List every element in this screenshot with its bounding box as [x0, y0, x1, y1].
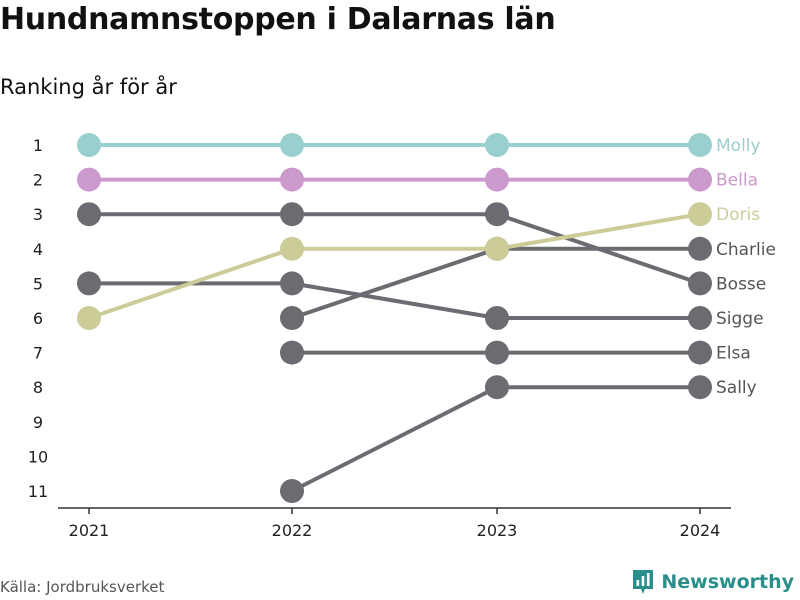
point-doris-2022	[280, 236, 304, 261]
y-tick-label: 4	[33, 240, 43, 259]
point-sigge-2024	[688, 306, 712, 330]
chart-title: Hundnamnstoppen i Dalarnas län	[0, 2, 556, 37]
point-molly-2024	[688, 133, 712, 157]
y-tick-label: 6	[33, 309, 43, 328]
end-label-sigge: Sigge	[716, 309, 764, 329]
point-charlie-2022	[280, 306, 304, 330]
point-elsa-2022	[280, 340, 304, 365]
point-bella-2022	[280, 167, 304, 192]
x-tick-label: 2023	[477, 521, 518, 540]
end-label-sally: Sally	[716, 378, 757, 398]
point-sigge-2022	[280, 271, 304, 296]
end-label-charlie: Charlie	[716, 240, 776, 260]
point-sally-2023	[485, 375, 509, 400]
point-elsa-2024	[688, 340, 712, 365]
point-doris-2021	[77, 306, 101, 330]
end-label-bella: Bella	[716, 171, 758, 191]
point-sally-2022	[280, 479, 304, 503]
brand-logo: Newsworthy	[631, 568, 794, 596]
point-doris-2024	[688, 202, 712, 227]
point-sigge-2021	[77, 271, 101, 296]
point-bosse-2022	[280, 202, 304, 227]
point-bosse-2023	[485, 202, 509, 227]
series-line-doris	[88, 212, 701, 320]
series-line-sally	[291, 385, 700, 493]
x-tick-label: 2024	[680, 521, 721, 540]
y-tick-label: 9	[33, 413, 43, 432]
x-tick-label: 2021	[69, 521, 110, 540]
brand-name: Newsworthy	[661, 571, 794, 593]
y-tick-label: 1	[33, 136, 43, 155]
y-tick-label: 7	[33, 344, 43, 363]
point-sigge-2023	[485, 306, 509, 330]
y-tick-label: 8	[33, 378, 43, 397]
point-charlie-2024	[688, 236, 712, 261]
point-bosse-2021	[77, 202, 101, 227]
point-bella-2021	[77, 167, 101, 192]
point-bella-2023	[485, 167, 509, 192]
x-tick-label: 2022	[272, 521, 313, 540]
point-elsa-2023	[485, 340, 509, 365]
end-label-molly: Molly	[716, 136, 761, 156]
newsworthy-chart-icon	[633, 570, 654, 594]
point-molly-2022	[280, 133, 304, 157]
point-bella-2024	[688, 167, 712, 192]
y-tick-label: 10	[28, 447, 48, 466]
end-label-elsa: Elsa	[716, 344, 751, 364]
point-doris-2023	[485, 236, 509, 261]
end-label-doris: Doris	[716, 205, 760, 225]
y-tick-label: 3	[33, 205, 43, 224]
series-line-bosse	[89, 212, 701, 286]
source-note: Källa: Jordbruksverket	[0, 578, 165, 596]
chart-subtitle: Ranking år för år	[0, 75, 177, 99]
y-tick-label: 2	[33, 171, 43, 190]
point-molly-2021	[77, 133, 101, 157]
end-label-bosse: Bosse	[716, 274, 766, 294]
point-bosse-2024	[688, 271, 712, 296]
y-tick-label: 5	[33, 274, 43, 293]
y-tick-label: 11	[28, 482, 48, 501]
point-molly-2023	[485, 133, 509, 157]
point-sally-2024	[688, 375, 712, 400]
